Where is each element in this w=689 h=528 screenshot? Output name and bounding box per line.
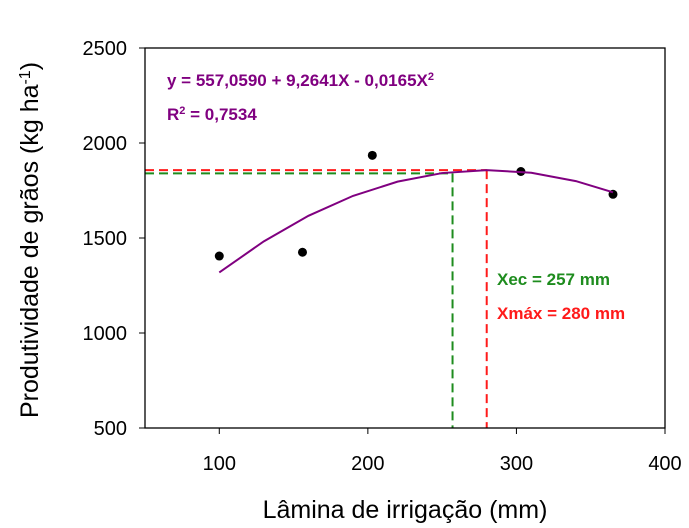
text-part: Xec = 257 mm xyxy=(497,270,610,289)
text-part: Lâmina de irrigação (mm) xyxy=(263,496,548,524)
annotation: R2 = 0,7534 xyxy=(167,105,257,124)
fit-curve xyxy=(218,169,614,274)
superscript: -1 xyxy=(17,70,34,84)
superscript: 2 xyxy=(428,71,434,83)
y-tick-label: 2500 xyxy=(83,38,128,60)
x-tick-label: 200 xyxy=(351,453,384,475)
y-tick-label: 2000 xyxy=(83,133,128,155)
y-tick-label: 500 xyxy=(94,418,127,440)
x-axis-title: Lâmina de irrigação (mm) xyxy=(263,496,548,524)
superscript: 2 xyxy=(179,105,185,117)
text-part: Xmáx = 280 mm xyxy=(497,304,625,323)
annotation: Xmáx = 280 mm xyxy=(497,304,625,323)
text-part: ) xyxy=(16,62,44,70)
y-axis-title: Produtividade de grãos (kg ha-1) xyxy=(16,62,44,418)
text-part: y = 557,0590 + 9,2641X - 0,0165X xyxy=(167,71,429,90)
data-point xyxy=(214,251,224,261)
data-point xyxy=(297,247,307,257)
annotation: Xec = 257 mm xyxy=(497,270,610,289)
text-part: R xyxy=(167,105,179,124)
y-tick-label: 1000 xyxy=(83,323,128,345)
data-point xyxy=(367,150,377,160)
x-tick-label: 300 xyxy=(500,453,533,475)
annotation: y = 557,0590 + 9,2641X - 0,0165X2 xyxy=(167,71,434,90)
x-tick-label: 400 xyxy=(648,453,681,475)
x-tick-label: 100 xyxy=(203,453,236,475)
text-part: Produtividade de grãos (kg ha xyxy=(16,84,44,418)
y-tick-label: 1500 xyxy=(83,228,128,250)
text-part: = 0,7534 xyxy=(185,105,257,124)
